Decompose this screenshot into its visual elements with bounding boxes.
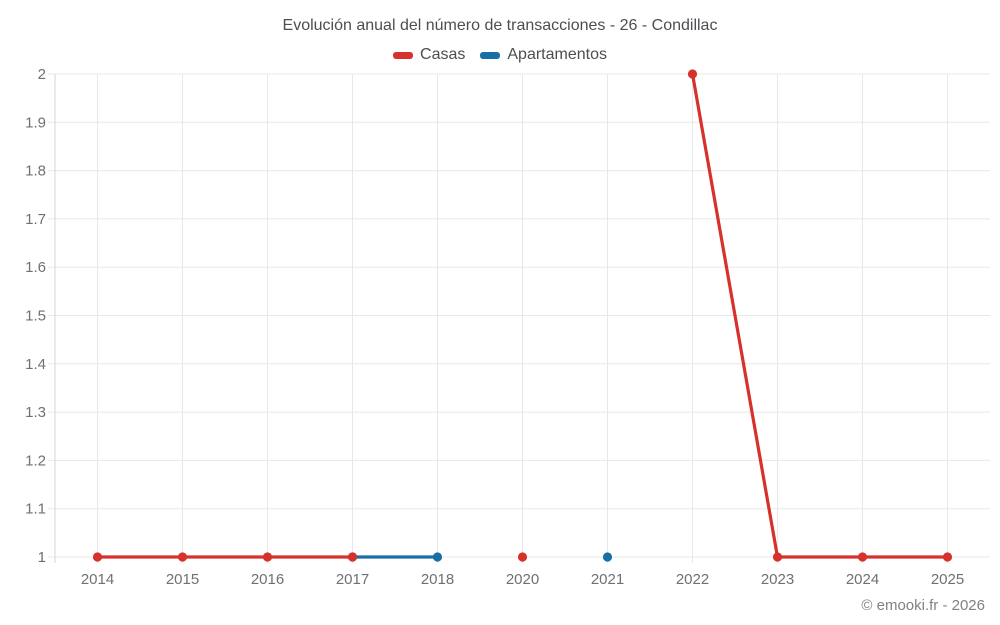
legend: Casas Apartamentos [0, 46, 1000, 64]
apartamentos-series-swatch-icon [480, 51, 501, 59]
y-axis-tick-label: 1.1 [25, 501, 46, 518]
x-axis-tick-label: 2015 [166, 571, 199, 588]
y-axis-tick-label: 1.9 [25, 114, 46, 131]
data-point-casas-2022[interactable] [687, 69, 698, 79]
legend-item-casas[interactable]: Casas [393, 46, 465, 64]
legend-item-apartamentos[interactable]: Apartamentos [480, 46, 607, 64]
data-point-apartamentos-2018[interactable] [432, 552, 443, 562]
data-point-casas-2024[interactable] [857, 552, 868, 562]
x-axis-tick-label: 2021 [591, 571, 624, 588]
y-axis-tick-label: 1.6 [25, 259, 46, 276]
copyright: © emooki.fr - 2026 [861, 597, 985, 614]
data-point-casas-2014[interactable] [92, 552, 103, 562]
x-axis-tick-label: 2023 [761, 571, 794, 588]
data-point-casas-2015[interactable] [177, 552, 188, 562]
y-axis-tick-label: 1.5 [25, 308, 46, 325]
data-point-casas-2016[interactable] [262, 552, 273, 562]
data-point-apartamentos-2021[interactable] [602, 552, 613, 562]
y-axis-tick-label: 1.4 [25, 356, 46, 373]
x-axis-tick-label: 2018 [421, 571, 454, 588]
y-axis-tick-label: 1.8 [25, 163, 46, 180]
x-axis-tick-label: 2016 [251, 571, 284, 588]
x-axis-tick-label: 2024 [846, 571, 879, 588]
legend-label-casas: Casas [420, 46, 466, 63]
data-point-casas-2017[interactable] [347, 552, 358, 562]
x-axis-tick-label: 2022 [676, 571, 709, 588]
y-axis-tick-label: 1.7 [25, 211, 46, 228]
y-axis-tick-label: 1.2 [25, 452, 46, 469]
chart-title: Evolución anual del número de transaccio… [282, 17, 718, 34]
y-axis-tick-label: 1.3 [25, 404, 46, 421]
data-point-casas-2020[interactable] [517, 552, 528, 562]
x-axis-tick-label: 2020 [506, 571, 539, 588]
y-axis-tick-label: 2 [38, 66, 46, 83]
data-point-casas-2023[interactable] [772, 552, 783, 562]
x-axis-tick-label: 2025 [931, 571, 964, 588]
casas-series-swatch-icon [393, 51, 414, 59]
series-line-casas [690, 73, 948, 559]
y-axis-tick-label: 1 [38, 549, 46, 566]
x-axis-tick-label: 2017 [336, 571, 369, 588]
x-axis-tick-label: 2014 [81, 571, 114, 588]
data-point-casas-2025[interactable] [942, 552, 953, 562]
legend-label-apartamentos: Apartamentos [507, 46, 607, 63]
